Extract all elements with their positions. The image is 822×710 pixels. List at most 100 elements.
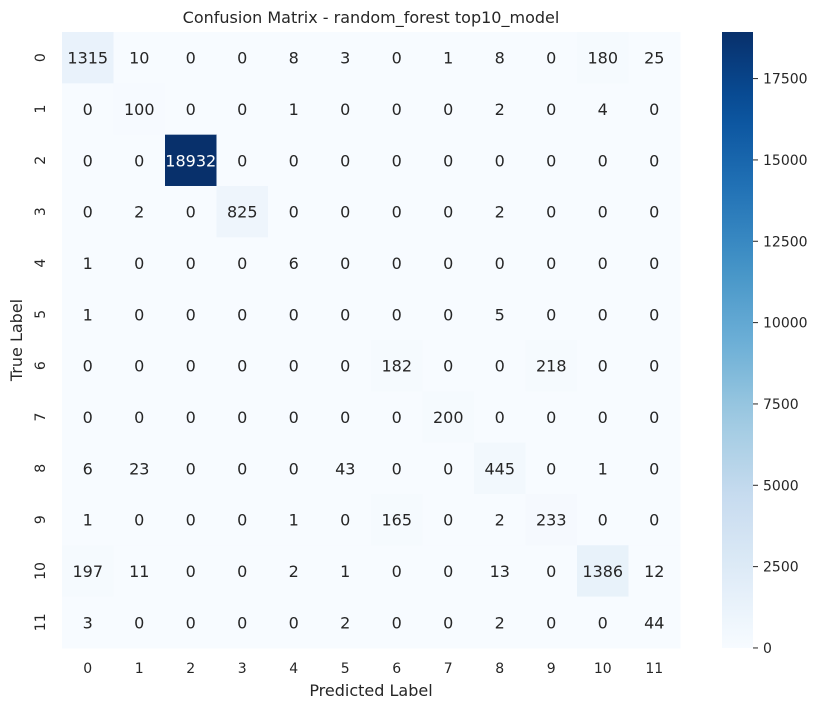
y-tick-label: 11 [33, 613, 49, 631]
heatmap-cell [216, 391, 269, 444]
cell-value-label: 0 [392, 459, 402, 478]
heatmap-cell [268, 185, 320, 238]
cell-value-label: 1 [289, 100, 299, 119]
cell-value-label: 0 [237, 562, 247, 581]
x-tick-label: 5 [341, 661, 350, 677]
cell-value-label: 0 [598, 203, 608, 222]
heatmap-cell [422, 596, 475, 649]
cell-value-label: 0 [289, 408, 299, 427]
cell-value-label: 13 [490, 562, 510, 581]
cell-value-label: 1 [340, 562, 350, 581]
heatmap-cell [371, 545, 423, 598]
cell-value-label: 165 [381, 511, 412, 530]
heatmap-cell [216, 83, 269, 136]
cell-value-label: 100 [124, 100, 155, 119]
cell-value-label: 1 [83, 305, 93, 324]
cell-value-label: 0 [237, 511, 247, 530]
cell-value-label: 825 [227, 203, 258, 222]
heatmap-cell [474, 493, 526, 546]
heatmap-cell [474, 237, 526, 290]
cell-value-label: 0 [443, 203, 453, 222]
cell-value-label: 0 [340, 100, 350, 119]
heatmap-cell [577, 493, 629, 546]
x-tick-label: 11 [645, 661, 663, 677]
heatmap-cell [165, 237, 217, 290]
cell-value-label: 0 [649, 254, 659, 273]
heatmap-cell [319, 493, 372, 546]
cell-value-label: 0 [134, 613, 144, 632]
cell-value-label: 0 [340, 203, 350, 222]
cell-value-label: 12 [644, 562, 664, 581]
cell-value-label: 0 [340, 151, 350, 170]
cell-value-label: 8 [495, 49, 505, 68]
cell-value-label: 197 [72, 562, 103, 581]
x-axis-label: Predicted Label [309, 681, 432, 700]
heatmap-cell [319, 596, 372, 649]
cell-value-label: 1 [443, 49, 453, 68]
x-tick-label: 2 [186, 661, 195, 677]
heatmap-cell [268, 288, 320, 341]
cell-value-label: 0 [237, 459, 247, 478]
heatmap-cell [422, 288, 475, 341]
cell-value-label: 0 [546, 203, 556, 222]
heatmap-cell [371, 596, 423, 649]
cell-value-label: 0 [340, 357, 350, 376]
cell-value-label: 3 [83, 613, 93, 632]
cell-value-label: 0 [443, 357, 453, 376]
heatmap-cell [525, 134, 578, 187]
x-tick-label: 9 [547, 661, 556, 677]
cell-value-label: 3 [340, 49, 350, 68]
cell-value-label: 11 [129, 562, 149, 581]
heatmap-cell [371, 83, 423, 136]
heatmap-cell [474, 134, 526, 187]
cell-value-label: 0 [237, 151, 247, 170]
heatmap-cell [113, 545, 166, 598]
heatmap-cell [577, 185, 629, 238]
y-tick-label: 1 [33, 105, 49, 114]
heatmap-cell [371, 442, 423, 495]
cell-value-label: 0 [237, 613, 247, 632]
heatmap-cell [268, 237, 320, 290]
cell-value-label: 0 [83, 151, 93, 170]
cell-value-label: 0 [289, 613, 299, 632]
heatmap-cell [62, 493, 114, 546]
heatmap-cell [62, 545, 114, 598]
x-tick-labels: 0 1 2 3 4 5 6 7 8 9 10 11 [83, 661, 663, 677]
heatmap-cell [474, 185, 526, 238]
cell-value-label: 0 [289, 357, 299, 376]
heatmap-cell [62, 237, 114, 290]
heatmap-cell [319, 83, 372, 136]
heatmap-cell [216, 493, 269, 546]
heatmap-cell [525, 339, 578, 392]
heatmap-cell [422, 185, 475, 238]
cell-value-label: 1386 [582, 562, 623, 581]
heatmap-cell [628, 237, 681, 290]
cell-value-label: 0 [598, 613, 608, 632]
heatmap-cell [577, 339, 629, 392]
heatmap-cell [113, 493, 166, 546]
cell-value-label: 445 [484, 459, 515, 478]
heatmap-cell [422, 339, 475, 392]
x-tick-label: 10 [594, 661, 612, 677]
cell-value-label: 0 [443, 254, 453, 273]
cell-value-label: 5 [495, 305, 505, 324]
heatmap-cell [113, 32, 166, 84]
cell-value-label: 0 [649, 151, 659, 170]
cell-value-label: 1 [83, 511, 93, 530]
colorbar-tick-label: 17500 [763, 72, 808, 88]
heatmap-cell [422, 545, 475, 598]
cell-value-label: 0 [237, 254, 247, 273]
x-tick-label: 8 [495, 661, 504, 677]
heatmap-cell [577, 596, 629, 649]
heatmap-cell [113, 83, 166, 136]
heatmap-cell [113, 391, 166, 444]
heatmap-cell [371, 493, 423, 546]
heatmap-cell [474, 288, 526, 341]
heatmap-cell [165, 185, 217, 238]
colorbar-tick-label: 2500 [763, 560, 799, 576]
heatmap-cell [577, 288, 629, 341]
heatmap-cell [165, 83, 217, 136]
cell-value-label: 0 [598, 408, 608, 427]
cell-value-label: 0 [392, 305, 402, 324]
heatmap-cell [319, 442, 372, 495]
